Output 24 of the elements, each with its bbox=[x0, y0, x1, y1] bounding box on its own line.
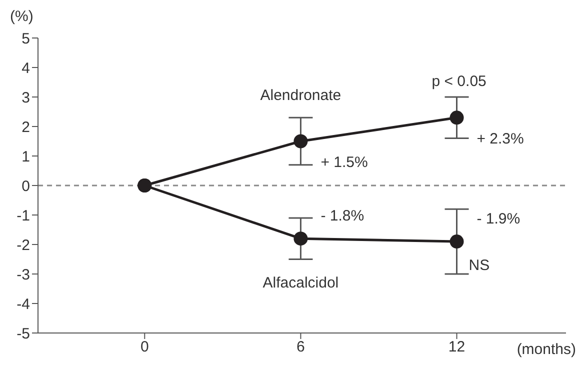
data-label: + 1.5% bbox=[320, 154, 368, 172]
y-tick-label: -3 bbox=[16, 266, 30, 284]
y-tick-label: 3 bbox=[22, 89, 30, 106]
text: Alfacalcidol bbox=[262, 274, 339, 292]
y-tick-label: 1 bbox=[22, 148, 30, 166]
y-tick-label: -5 bbox=[16, 325, 30, 342]
data-label: - 1.9% bbox=[476, 210, 520, 228]
y-tick-label: -1 bbox=[16, 207, 30, 224]
y-tick-label: -2 bbox=[16, 236, 30, 254]
y-tick-label: -4 bbox=[16, 296, 30, 313]
annotation: NS bbox=[468, 257, 490, 274]
data-label: - 1.8% bbox=[320, 208, 364, 225]
y-tick-label: 5 bbox=[22, 30, 30, 48]
x-axis-title: (months) bbox=[516, 341, 576, 358]
y-tick-label: 0 bbox=[22, 178, 30, 195]
y-tick-label: 2 bbox=[22, 118, 30, 136]
annotation: p < 0.05 bbox=[432, 73, 486, 90]
text: Alendronate bbox=[260, 87, 342, 104]
y-axis-title: (%) bbox=[10, 8, 34, 25]
x-tick-label: 12 bbox=[448, 338, 466, 356]
y-tick-label: 4 bbox=[22, 60, 30, 77]
x-tick-label: 0 bbox=[140, 338, 149, 356]
data-label: + 2.3% bbox=[476, 130, 524, 148]
x-tick-label: 6 bbox=[296, 338, 305, 356]
